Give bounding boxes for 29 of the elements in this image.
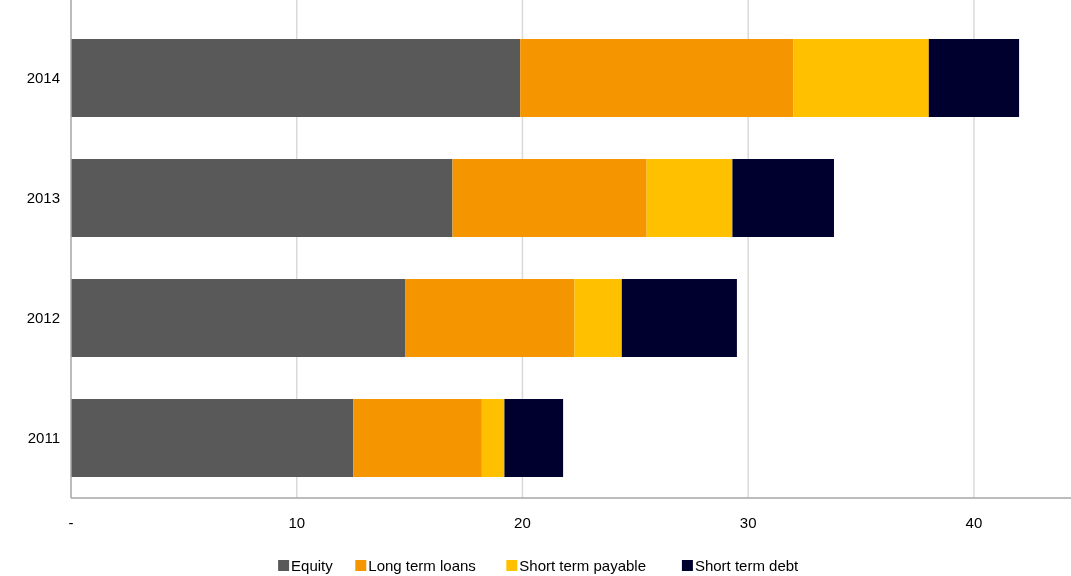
x-tick-label: 30 bbox=[739, 514, 757, 531]
x-tick-label: 10 bbox=[288, 514, 306, 531]
bar bbox=[452, 159, 647, 237]
legend-label: Short term debt bbox=[694, 557, 800, 574]
bar bbox=[71, 279, 406, 357]
bar bbox=[71, 399, 354, 477]
bar bbox=[574, 279, 622, 357]
y-tick-label: 2013 bbox=[26, 189, 60, 206]
y-tick-label: 2011 bbox=[27, 429, 60, 446]
bar bbox=[732, 159, 834, 237]
bar bbox=[405, 279, 575, 357]
x-tick-label: 40 bbox=[965, 514, 983, 531]
bar bbox=[71, 39, 521, 117]
legend-label: Long term loans bbox=[368, 557, 476, 574]
bar bbox=[793, 39, 929, 117]
bar bbox=[520, 39, 794, 117]
y-tick-label: 2014 bbox=[26, 69, 60, 86]
x-tick-label: - bbox=[68, 514, 74, 531]
bar bbox=[481, 399, 505, 477]
legend-label: Short term payable bbox=[519, 557, 647, 574]
bar bbox=[353, 399, 482, 477]
bar bbox=[928, 39, 1020, 117]
bar bbox=[621, 279, 737, 357]
bar bbox=[71, 159, 453, 237]
x-tick-label: 20 bbox=[514, 514, 531, 531]
bar bbox=[504, 399, 564, 477]
legend-label: Equity bbox=[291, 557, 334, 574]
y-tick-label: 2012 bbox=[26, 309, 60, 326]
bar bbox=[646, 159, 733, 237]
